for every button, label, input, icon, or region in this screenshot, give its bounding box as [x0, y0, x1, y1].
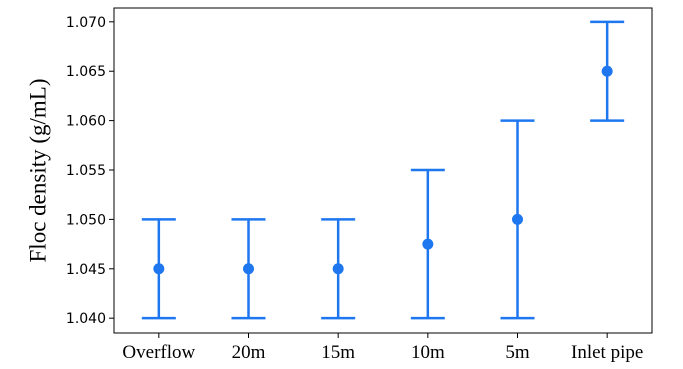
- data-point: [153, 263, 165, 275]
- x-tick-label: 20m: [232, 342, 266, 363]
- chart-marks: [141, 20, 625, 320]
- y-axis: 1.040 1.045 1.050 1.055 1.060 1.065 1.070: [66, 15, 114, 327]
- data-point: [243, 263, 254, 275]
- data-point: [332, 263, 344, 275]
- y-tick-label: 1.050: [66, 212, 106, 228]
- x-tick-label: Inlet pipe: [571, 342, 643, 363]
- x-tick-label: 10m: [411, 342, 445, 363]
- y-tick-label: 1.040: [66, 311, 106, 327]
- x-tick-label: 5m: [505, 342, 530, 363]
- data-point: [512, 213, 523, 225]
- y-tick-label: 1.070: [66, 15, 106, 31]
- plot-frame: [113, 7, 653, 334]
- data-point: [422, 238, 434, 250]
- y-tick-label: 1.060: [66, 114, 106, 130]
- y-tick-label: 1.065: [66, 64, 106, 80]
- x-axis: Overflow 20m 15m 10m 5m Inlet pipe: [122, 333, 643, 363]
- data-point: [601, 65, 613, 77]
- x-tick-label: 15m: [321, 342, 355, 363]
- x-tick-label: Overflow: [122, 342, 195, 363]
- y-axis-label: Floc density (g/mL): [25, 79, 50, 263]
- y-tick-label: 1.055: [66, 163, 106, 179]
- y-tick-label: 1.045: [66, 262, 106, 278]
